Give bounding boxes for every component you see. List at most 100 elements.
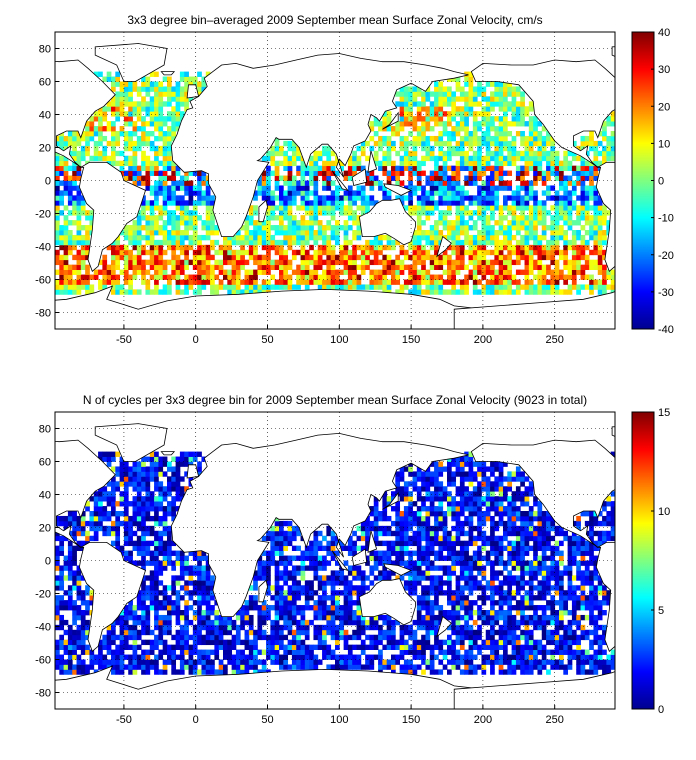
heatmap-cell xyxy=(313,220,319,226)
heatmap-cell xyxy=(498,150,504,157)
heatmap-cell xyxy=(167,111,172,117)
heatmap-cell xyxy=(253,195,258,201)
heatmap-cell xyxy=(330,264,336,270)
heatmap-cell xyxy=(326,205,332,211)
heatmap-cell xyxy=(490,200,495,206)
heatmap-cell xyxy=(520,155,525,162)
heatmap-cell xyxy=(597,284,603,290)
heatmap-cell xyxy=(584,215,590,221)
heatmap-cell xyxy=(576,659,581,665)
heatmap-cell xyxy=(589,180,594,186)
heatmap-cell xyxy=(403,649,409,655)
heatmap-cell xyxy=(503,126,508,132)
heatmap-cell xyxy=(447,190,452,196)
heatmap-cell xyxy=(171,590,177,596)
heatmap-cell xyxy=(141,76,146,82)
heatmap-cell xyxy=(360,190,366,196)
heatmap-cell xyxy=(481,249,487,256)
heatmap-cell xyxy=(59,140,65,147)
heatmap-cell xyxy=(175,264,181,270)
heatmap-cell xyxy=(201,664,207,670)
heatmap-cell xyxy=(279,244,284,251)
heatmap-cell xyxy=(438,605,444,611)
heatmap-cell xyxy=(154,595,159,601)
heatmap-cell xyxy=(154,639,159,646)
heatmap-cell xyxy=(434,289,439,295)
heatmap-cell xyxy=(541,140,547,147)
heatmap-cell xyxy=(520,605,525,611)
heatmap-cell xyxy=(537,644,543,650)
heatmap-cell xyxy=(347,170,353,176)
heatmap-cell xyxy=(421,659,426,665)
heatmap-cell xyxy=(128,254,133,261)
heatmap-cell xyxy=(589,140,594,147)
heatmap-cell xyxy=(171,180,177,186)
heatmap-cell xyxy=(141,140,146,147)
heatmap-cell xyxy=(67,190,73,196)
heatmap-cell xyxy=(541,619,547,626)
heatmap-cell xyxy=(365,180,370,186)
heatmap-cell xyxy=(72,629,77,636)
heatmap-cell xyxy=(584,634,590,641)
heatmap-cell xyxy=(373,274,379,280)
heatmap-cell xyxy=(80,145,86,152)
heatmap-cell xyxy=(412,644,418,650)
heatmap-cell xyxy=(89,121,95,127)
heatmap-cell xyxy=(274,659,280,665)
heatmap-cell xyxy=(231,264,237,270)
heatmap-cell xyxy=(205,664,211,670)
heatmap-cell xyxy=(55,190,60,196)
heatmap-cell xyxy=(554,274,560,280)
heatmap-cell xyxy=(421,155,426,162)
heatmap-cell xyxy=(188,284,194,290)
heatmap-cell xyxy=(524,155,530,162)
heatmap-cell xyxy=(119,165,125,171)
heatmap-cell xyxy=(141,96,146,102)
heatmap-cell xyxy=(447,279,452,285)
heatmap-cell xyxy=(339,165,345,171)
heatmap-cell xyxy=(67,131,73,137)
heatmap-cell xyxy=(261,264,267,270)
heatmap-cell xyxy=(507,614,513,621)
heatmap-cell xyxy=(425,234,431,241)
heatmap-cell xyxy=(403,659,409,665)
heatmap-cell xyxy=(167,145,172,152)
heatmap-cell xyxy=(167,76,172,82)
heatmap-cell xyxy=(154,126,159,132)
heatmap-cell xyxy=(343,590,349,596)
heatmap-cell xyxy=(322,234,327,241)
heatmap-cell xyxy=(533,230,538,236)
heatmap-cell xyxy=(171,106,177,112)
heatmap-cell xyxy=(533,140,538,147)
heatmap-cell xyxy=(537,135,543,142)
heatmap-cell xyxy=(507,619,513,626)
heatmap-cell xyxy=(149,205,155,211)
heatmap-cell xyxy=(283,580,289,586)
heatmap-cell xyxy=(304,249,310,256)
heatmap-cell xyxy=(602,669,607,675)
heatmap-cell xyxy=(154,274,159,280)
heatmap-cell xyxy=(571,234,577,241)
heatmap-cell xyxy=(597,254,603,261)
heatmap-cell xyxy=(464,289,469,295)
heatmap-cell xyxy=(55,160,60,167)
heatmap-cell xyxy=(589,595,594,601)
heatmap-cell xyxy=(528,165,534,171)
heatmap-cell xyxy=(205,234,211,241)
heatmap-cell xyxy=(386,190,392,196)
heatmap-cell xyxy=(266,610,271,616)
heatmap-cell xyxy=(528,629,534,636)
heatmap-cell xyxy=(197,279,202,285)
heatmap-cell xyxy=(408,644,413,650)
heatmap-cell xyxy=(132,664,138,670)
heatmap-cell xyxy=(287,190,293,196)
heatmap-cell xyxy=(576,284,581,290)
heatmap-cell xyxy=(322,624,327,631)
heatmap-cell xyxy=(93,274,99,280)
heatmap-cell xyxy=(59,585,65,591)
heatmap-cell xyxy=(533,225,538,231)
heatmap-cell xyxy=(119,96,125,102)
heatmap-cell xyxy=(360,195,366,201)
heatmap-cell xyxy=(179,239,185,246)
heatmap-cell xyxy=(227,254,233,261)
